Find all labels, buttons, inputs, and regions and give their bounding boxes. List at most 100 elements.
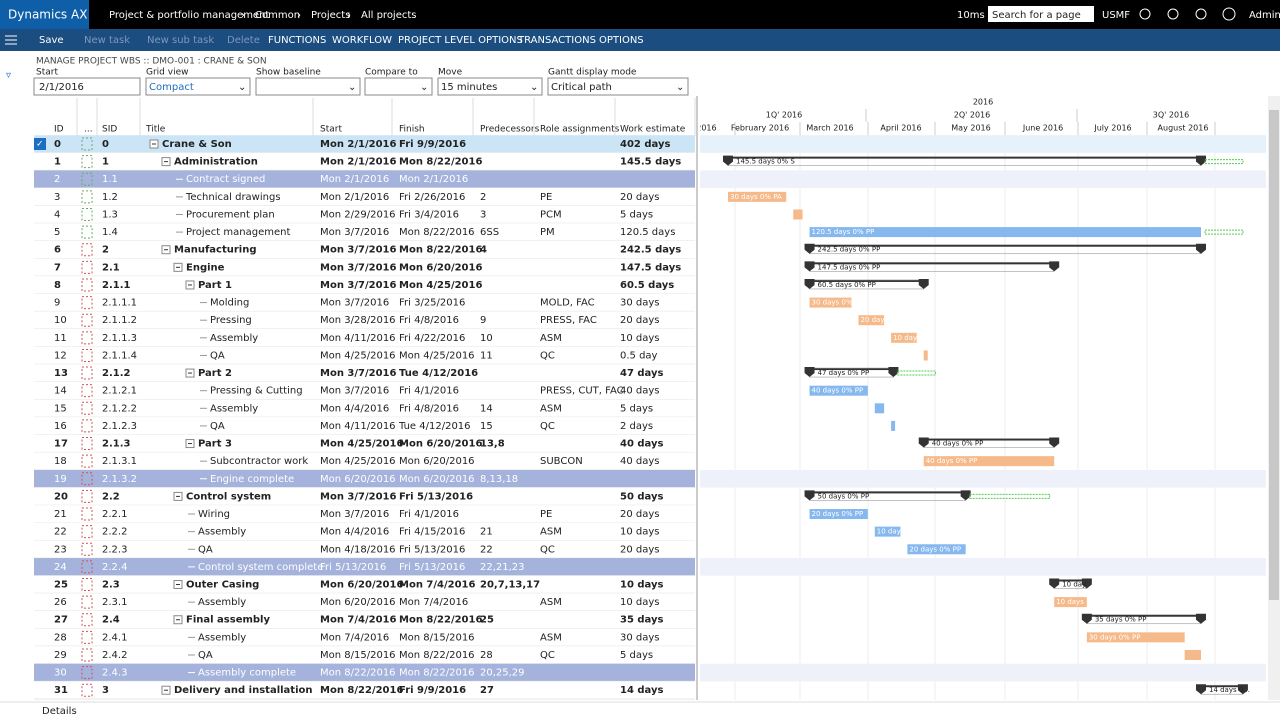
grid-row[interactable] [34,522,695,541]
bar-label: 20 day [860,316,884,324]
grid-row[interactable] [34,505,695,523]
cell-predecessors: 20,7,13,17 [480,580,540,591]
breadcrumb[interactable]: All projects [361,10,417,21]
grid-row[interactable] [34,293,695,312]
task-bar [874,526,901,537]
column-header[interactable]: ... [84,125,93,135]
breadcrumb[interactable]: Project & portfolio management [109,10,269,21]
action-button[interactable]: TRANSACTIONS [517,35,596,46]
grid-row[interactable] [34,188,695,206]
grid-row[interactable] [34,434,695,453]
grid-row[interactable] [34,152,695,171]
dropdown[interactable] [437,77,543,96]
cell-title: Part 3 [198,439,232,450]
breadcrumb[interactable]: Projects [311,10,350,21]
cell-id: 29 [54,650,67,661]
page-title: MANAGE PROJECT WBS :: DMO-001 : CRANE & … [36,57,267,67]
cell-sid: 2.1.1 [102,280,131,291]
grid-row[interactable] [34,170,695,189]
grid-row[interactable] [34,558,695,576]
scroll-thumb[interactable] [1269,110,1279,600]
column-header[interactable]: Work estimate [620,125,686,135]
app-tile[interactable] [0,0,89,29]
grid-row[interactable] [34,205,695,224]
grid-row[interactable] [34,364,695,382]
grid-row[interactable] [34,240,695,259]
grid-row[interactable] [34,381,695,400]
grid-row[interactable] [34,417,695,435]
action-button[interactable]: PROJECT LEVEL OPTIONS [398,35,523,46]
dropdown[interactable] [255,77,361,96]
column-header[interactable]: Title [145,125,166,135]
action-button[interactable]: FUNCTIONS [268,35,326,46]
cell-id: 16 [54,421,67,432]
column-header[interactable]: Finish [399,125,425,135]
grid-row[interactable] [34,399,695,418]
grid-row[interactable] [34,135,695,153]
grid-row[interactable] [34,346,695,365]
input[interactable] [33,77,141,96]
action-button[interactable]: Delete [227,35,260,46]
dropdown[interactable] [547,77,689,96]
company[interactable]: USMF [1102,10,1130,21]
search-box[interactable] [988,6,1094,22]
summary-cap [1195,684,1206,695]
cell-title: Assembly [210,403,258,414]
dropdown[interactable] [145,77,251,96]
action-button[interactable]: Save [39,35,64,46]
action-button[interactable]: OPTIONS [599,35,644,46]
cell-sid: 2.2.1 [102,509,127,520]
filter-value[interactable]: Compact [149,82,194,93]
grid-row[interactable] [34,276,695,294]
column-header[interactable]: SID [102,125,117,135]
action-button[interactable]: New task [84,35,130,46]
user-icon[interactable] [1222,7,1236,21]
app-name[interactable]: Dynamics AX [8,8,87,22]
column-header[interactable]: ID [54,125,64,135]
cell-id: 19 [54,474,67,485]
filter-value[interactable]: 15 minutes [441,82,497,93]
search-placeholder[interactable]: Search for a page [992,10,1081,21]
grid-row[interactable] [34,646,695,664]
cell-id: 8 [54,280,61,291]
column-header[interactable]: Start [320,125,342,135]
grid-row[interactable] [34,452,695,470]
grid-row[interactable] [34,610,695,629]
icon[interactable] [1167,8,1179,20]
grid-row[interactable] [34,593,695,611]
icon[interactable] [1195,8,1207,20]
cell-work: 10 days [620,527,660,538]
cell-predecessors: 4 [480,245,487,256]
grid-row[interactable] [34,258,695,277]
task-bar [809,509,868,520]
filter-value[interactable]: 2/1/2016 [39,82,84,93]
grid-row[interactable] [34,575,695,594]
gantt-month: January 2016 [662,124,716,133]
task-icon [81,489,93,503]
column-header[interactable]: Role assignments [540,125,620,135]
action-button[interactable]: New sub task [147,35,214,46]
grid-row[interactable] [34,311,695,330]
action-button[interactable]: WORKFLOW [332,35,392,46]
grid-row[interactable] [34,681,695,700]
filter-value[interactable]: Critical path [551,82,612,93]
dropdown[interactable] [364,77,433,96]
grid-row[interactable] [34,223,695,241]
cell-sid: 2 [102,245,109,256]
grid-row[interactable] [34,540,695,559]
cell-title: Delivery and installation [174,685,313,696]
details-label[interactable]: Details [42,706,77,717]
grid-row[interactable] [34,487,695,506]
column-header[interactable]: Predecessors [480,125,540,135]
bar-label: 47 days 0% PP [818,369,870,377]
breadcrumb[interactable]: Common [255,10,300,21]
grid-row[interactable] [34,628,695,647]
grid-row[interactable] [34,469,695,488]
grid-row[interactable] [34,329,695,347]
icon[interactable] [1139,8,1151,20]
cell-work: 35 days [620,615,664,626]
row-checkbox[interactable] [34,138,46,150]
user[interactable]: Admin [1249,10,1280,21]
cell-title: Technical drawings [185,192,281,203]
grid-row[interactable] [34,663,695,682]
